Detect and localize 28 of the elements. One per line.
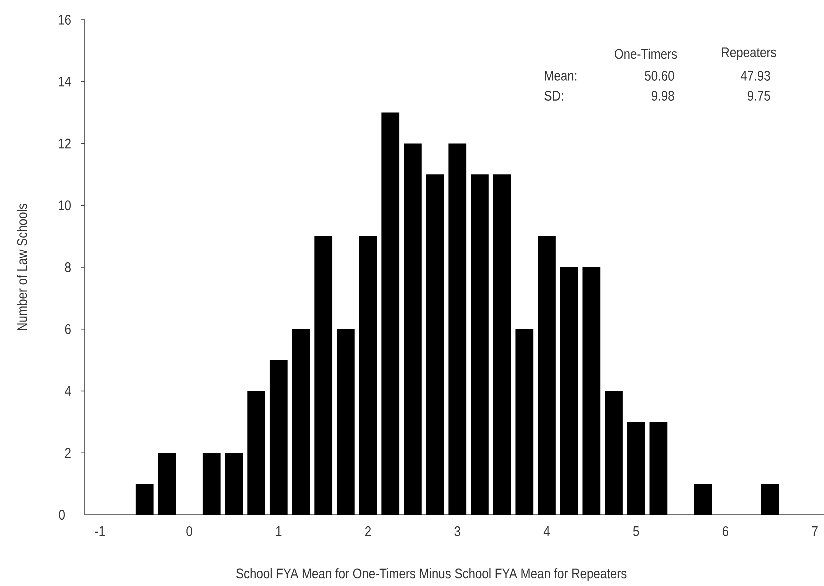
x-tick-label: 4 [544,526,550,536]
annotation: 50.60 [645,71,674,81]
x-tick-label: -1 [95,526,105,536]
y-tick-label: 0 [59,510,65,520]
x-tick-label: 3 [454,526,460,536]
y-tick-label: 2 [65,448,71,458]
y-tick-label: 8 [65,262,71,272]
annotation: Repeaters [722,48,776,60]
annotation: SD: [544,91,564,101]
x-tick-label: 1 [276,526,282,536]
annotation: Mean: [545,71,577,81]
annotation: 9.98 [652,91,674,101]
y-tick-label: 14 [59,77,72,87]
x-tick-label: 2 [366,526,372,536]
y-tick-label: 4 [65,386,72,396]
x-tick-label: 5 [633,526,640,536]
y-tick-label: 12 [59,138,71,149]
y-tick-label: 6 [65,324,71,334]
annotation: 47.93 [740,71,770,81]
x-axis-title: School FYA Mean for One-Timers Minus School FYA Mean for Repeaters [236,568,627,582]
annotation: One-Timers [615,48,678,60]
y-tick-label: 16 [59,15,71,25]
y-axis-title: Number of Law Schools [17,204,28,330]
x-tick-label: 7 [812,526,818,536]
x-tick-label: 6 [722,526,729,536]
y-tick-label: 10 [59,200,71,211]
x-tick-label: 0 [186,526,192,536]
annotation: 9.75 [748,91,770,101]
